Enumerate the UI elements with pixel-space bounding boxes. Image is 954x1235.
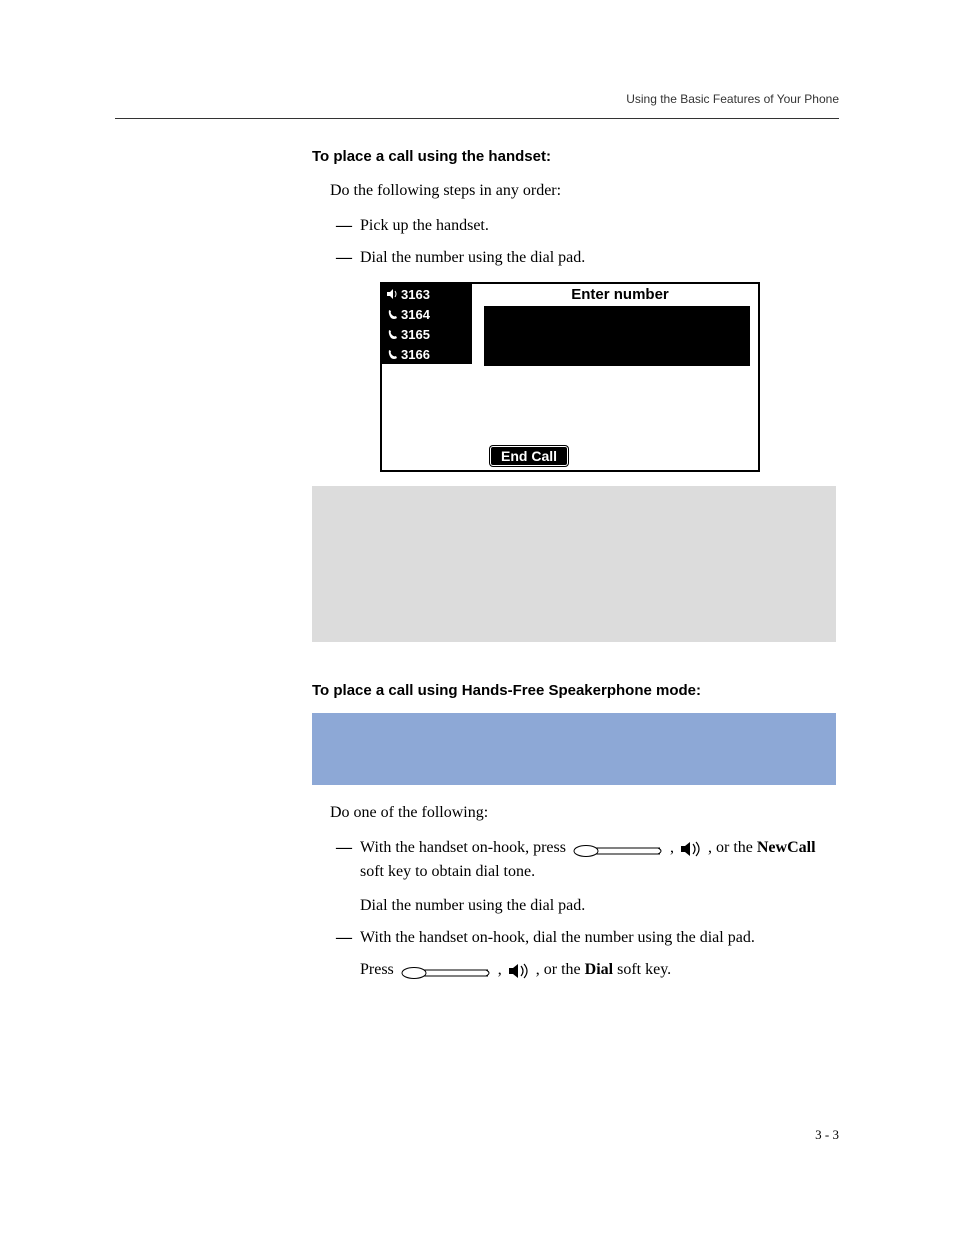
list-item: With the handset on-hook, dial the numbe…: [312, 926, 839, 982]
list-item: Pick up the handset.: [312, 214, 839, 238]
phone-line-column: 3163 3164 3165: [382, 284, 472, 364]
section1-heading: To place a call using the handset:: [312, 148, 839, 165]
text-fragment: , or the: [708, 839, 757, 856]
running-header: Using the Basic Features of Your Phone: [626, 92, 839, 106]
line-key-icon: [400, 964, 492, 978]
speakerphone-icon: [680, 840, 702, 858]
text-fragment: soft key.: [613, 961, 671, 978]
text-fragment: , or the: [536, 961, 585, 978]
phone-line: 3165: [382, 324, 472, 344]
header-rule: [115, 118, 839, 119]
handset-icon: [387, 308, 399, 320]
text-fragment: soft key to obtain dial tone.: [360, 863, 535, 880]
line-number: 3163: [401, 287, 430, 302]
speaker-active-icon: [387, 288, 399, 300]
page: Using the Basic Features of Your Phone T…: [0, 0, 954, 1235]
text-fragment: With the handset on-hook, dial the numbe…: [360, 929, 755, 946]
softkey-name: NewCall: [757, 839, 816, 856]
list-item: With the handset on-hook, press ,: [312, 836, 839, 918]
line-number: 3164: [401, 307, 430, 322]
softkey-name: Dial: [585, 961, 613, 978]
line-number: 3166: [401, 347, 430, 362]
text-fragment: With the handset on-hook, press: [360, 839, 570, 856]
phone-line: 3166: [382, 344, 472, 364]
section1-list: Pick up the handset. Dial the number usi…: [312, 214, 839, 270]
text-fragment: Press: [360, 961, 398, 978]
note-box-blue: [312, 713, 836, 785]
section2-intro: Do one of the following:: [312, 801, 839, 824]
handset-icon: [387, 348, 399, 360]
text-fragment: ,: [670, 839, 678, 856]
speakerphone-icon: [508, 962, 530, 980]
section1-intro: Do the following steps in any order:: [312, 179, 839, 202]
line-key-icon: [572, 842, 664, 856]
phone-screen-title: Enter number: [482, 286, 758, 303]
softkey-end-call: End Call: [490, 446, 568, 466]
sub-instruction: Dial the number using the dial pad.: [360, 897, 585, 914]
note-box-grey: [312, 486, 836, 642]
handset-icon: [387, 328, 399, 340]
phone-screen: Enter number 3163 3164: [380, 282, 760, 472]
section2-heading: To place a call using Hands-Free Speaker…: [312, 682, 839, 699]
list-item: Dial the number using the dial pad.: [312, 246, 839, 270]
phone-line: 3163: [382, 284, 472, 304]
text-fragment: ,: [498, 961, 506, 978]
content-area: To place a call using the handset: Do th…: [312, 148, 839, 994]
section2-list: With the handset on-hook, press ,: [312, 836, 839, 982]
line-number: 3165: [401, 327, 430, 342]
phone-display-area: [484, 306, 750, 366]
page-number: 3 - 3: [815, 1127, 839, 1143]
phone-line: 3164: [382, 304, 472, 324]
